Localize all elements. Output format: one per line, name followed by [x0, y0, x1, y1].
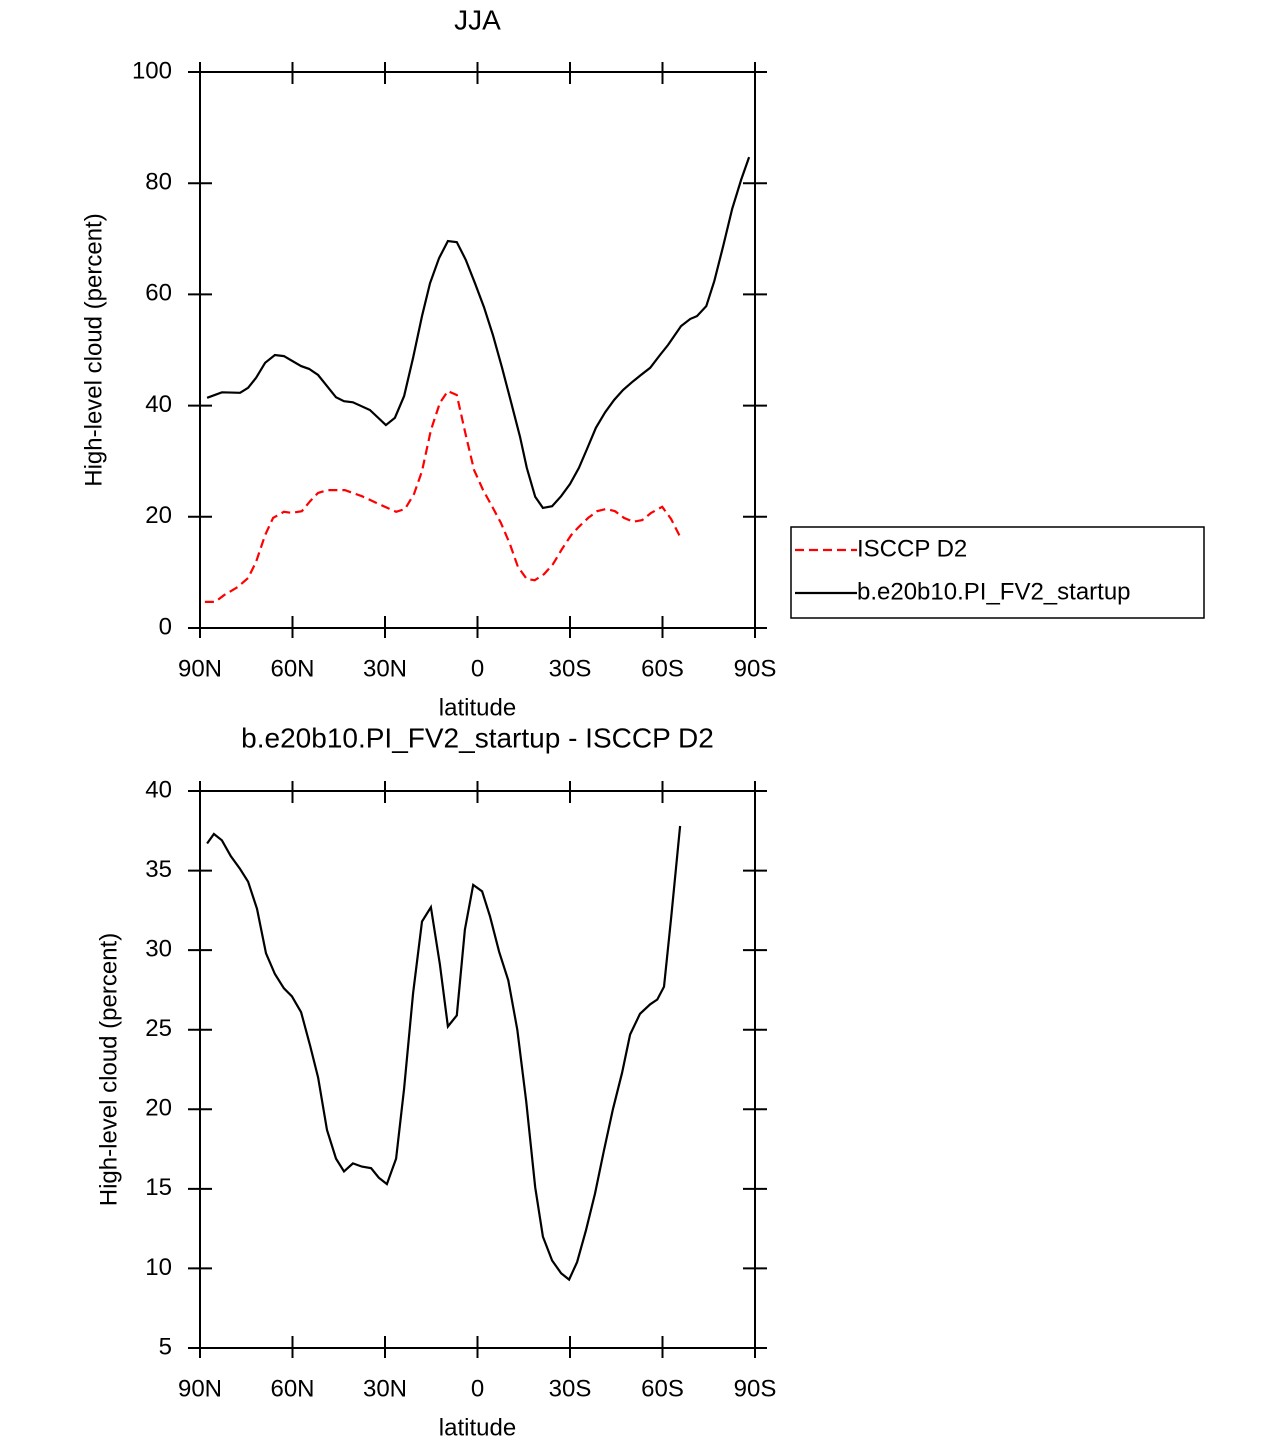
x-tick-label: 90S: [734, 655, 777, 682]
plot-frame: [199, 790, 756, 1349]
x-axis-label: latitude: [439, 694, 516, 721]
y-axis-label: High-level cloud (percent): [80, 213, 107, 486]
x-tick-label: 90S: [734, 1375, 777, 1402]
y-tick-label: 100: [132, 57, 172, 84]
y-tick-label: 0: [159, 613, 172, 640]
y-tick-label: 40: [145, 391, 172, 418]
y-tick-label: 40: [145, 776, 172, 803]
chart-title: b.e20b10.PI_FV2_startup - ISCCP D2: [241, 722, 714, 753]
data-line: [206, 825, 682, 1282]
y-tick-label: 20: [145, 502, 172, 529]
legend-label: b.e20b10.PI_FV2_startup: [857, 578, 1131, 605]
x-tick-label: 0: [471, 655, 484, 682]
x-tick-label: 60S: [641, 655, 684, 682]
y-tick-label: 20: [145, 1095, 172, 1122]
x-tick-label: 30N: [363, 655, 407, 682]
y-tick-label: 10: [145, 1254, 172, 1281]
y-tick-label: 15: [145, 1174, 172, 1201]
legend-box: [790, 526, 1205, 619]
x-tick-label: 60N: [270, 655, 314, 682]
y-tick-label: 5: [159, 1333, 172, 1360]
x-tick-label: 90N: [178, 655, 222, 682]
x-tick-label: 30N: [363, 1375, 407, 1402]
y-tick-label: 35: [145, 856, 172, 883]
chart-title: JJA: [454, 4, 501, 35]
y-tick-label: 30: [145, 935, 172, 962]
legend-label: ISCCP D2: [857, 535, 967, 562]
y-axis-label: High-level cloud (percent): [95, 933, 122, 1206]
y-tick-label: 80: [145, 169, 172, 196]
x-tick-label: 60S: [641, 1375, 684, 1402]
data-line: [206, 156, 751, 510]
x-tick-label: 60N: [270, 1375, 314, 1402]
data-line: [204, 389, 682, 603]
y-tick-label: 25: [145, 1015, 172, 1042]
y-tick-label: 60: [145, 280, 172, 307]
x-tick-label: 0: [471, 1375, 484, 1402]
plot-frame: [199, 71, 756, 629]
x-axis-label: latitude: [439, 1414, 516, 1441]
x-tick-label: 30S: [549, 1375, 592, 1402]
x-tick-label: 30S: [549, 655, 592, 682]
x-tick-label: 90N: [178, 1375, 222, 1402]
